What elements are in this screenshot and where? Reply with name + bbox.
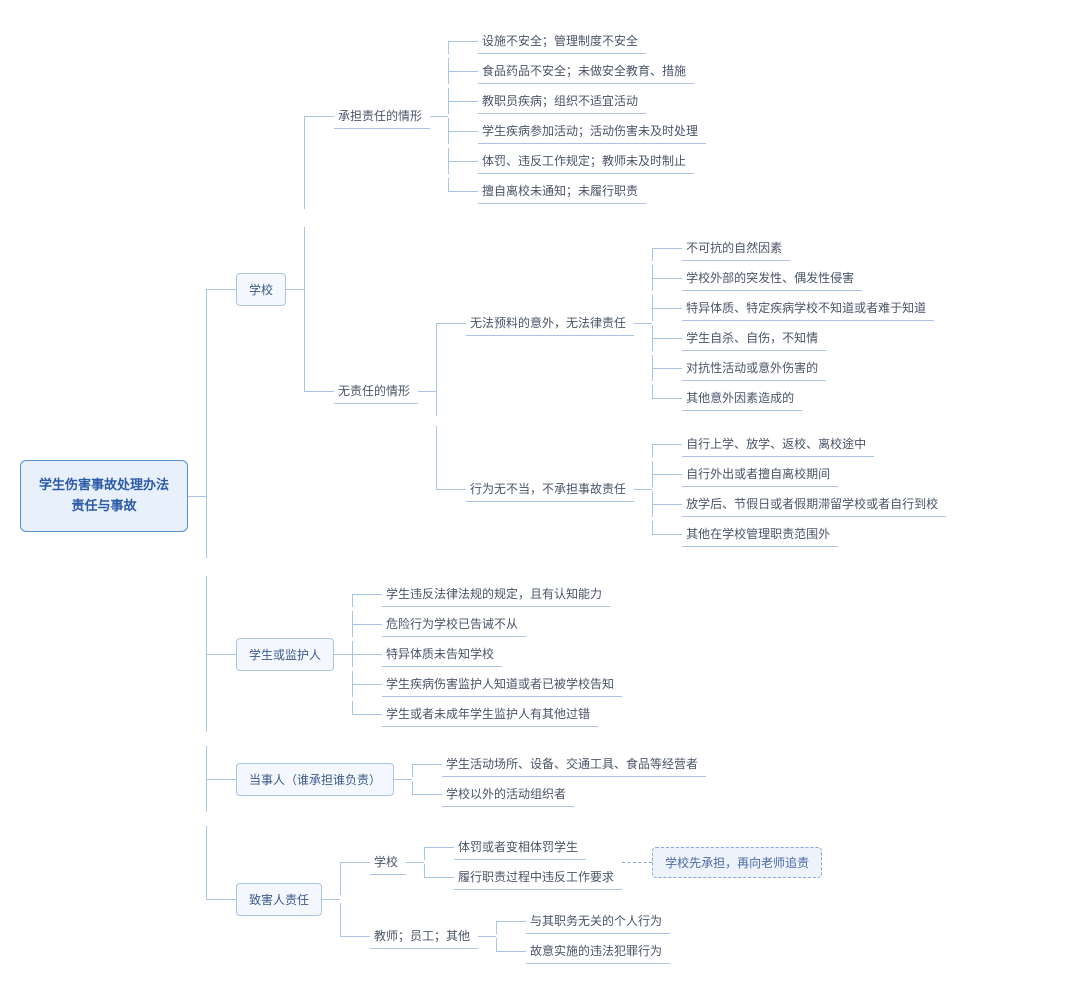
node-student-guardian[interactable]: 学生或监护人 xyxy=(236,638,334,671)
branch-unforeseen: 无法预料的意外，无法律责任 不可抗的自然因素 学校外部的突发性、偶发性侵害 特异… xyxy=(436,230,946,416)
leaf: 自行外出或者擅自离校期间 xyxy=(682,461,838,487)
connector xyxy=(188,496,206,497)
connector xyxy=(334,654,352,655)
leaf: 学校以外的活动组织者 xyxy=(442,781,574,807)
leaf: 不可抗的自然因素 xyxy=(682,235,790,261)
node-school[interactable]: 学校 xyxy=(236,273,286,306)
connector xyxy=(340,903,370,969)
note-connector xyxy=(622,862,652,863)
no-fault-leaves: 自行上学、放学、返校、离校途中 自行外出或者擅自离校期间 放学后、节假日或者假期… xyxy=(652,429,946,549)
node-t-school[interactable]: 学校 xyxy=(370,849,406,875)
unforeseen-leaves: 不可抗的自然因素 学校外部的突发性、偶发性侵害 特异体质、特定疾病学校不知道或者… xyxy=(652,233,934,413)
not-liable-sub: 无法预料的意外，无法律责任 不可抗的自然因素 学校外部的突发性、偶发性侵害 特异… xyxy=(436,230,946,552)
leaf: 学校外部的突发性、偶发性侵害 xyxy=(682,265,862,291)
leaf: 教职员疾病；组织不适宜活动 xyxy=(478,88,646,114)
node-t-teacher[interactable]: 教师；员工；其他 xyxy=(370,923,478,949)
branch-school: 学校 承担责任的情形 设施不安全；管理制度不安全 食品药品不安全；未做安全教育、… xyxy=(206,20,946,558)
branch-no-fault: 行为无不当，不承担事故责任 自行上学、放学、返校、离校途中 自行外出或者擅自离校… xyxy=(436,426,946,552)
leaf: 对抗性活动或意外伤害的 xyxy=(682,355,826,381)
leaf: 特异体质、特定疾病学校不知道或者难于知道 xyxy=(682,295,934,321)
branch-tortfeasor: 致害人责任 学校 体罚或者变相体罚学生 履行职责过程中违反工作要求 学校先承担，… xyxy=(206,826,946,972)
leaf: 故意实施的违法犯罪行为 xyxy=(526,938,670,964)
connector xyxy=(206,746,236,812)
note-box: 学校先承担，再向老师追责 xyxy=(652,847,822,878)
tortfeasor-sub: 学校 体罚或者变相体罚学生 履行职责过程中违反工作要求 学校先承担，再向老师追责… xyxy=(340,829,822,969)
leaf: 体罚、违反工作规定；教师未及时制止 xyxy=(478,148,694,174)
leaf: 学生活动场所、设备、交通工具、食品等经营者 xyxy=(442,751,706,777)
branch-t-school: 学校 体罚或者变相体罚学生 履行职责过程中违反工作要求 学校先承担，再向老师追责 xyxy=(340,829,822,895)
leaf: 与其职务无关的个人行为 xyxy=(526,908,670,934)
connector xyxy=(286,289,304,290)
leaf: 食品药品不安全；未做安全教育、措施 xyxy=(478,58,694,84)
connector xyxy=(206,20,236,558)
leaf: 体罚或者变相体罚学生 xyxy=(454,834,586,860)
student-leaves: 学生违反法律法规的规定，且有认知能力 危险行为学校已告诫不从 特异体质未告知学校… xyxy=(352,579,622,729)
node-liable[interactable]: 承担责任的情形 xyxy=(334,103,430,129)
connector xyxy=(322,899,340,900)
root-line2: 责任与事故 xyxy=(39,496,169,517)
leaf: 危险行为学校已告诫不从 xyxy=(382,611,526,637)
connector xyxy=(340,829,370,895)
leaf: 学生或者未成年学生监护人有其他过错 xyxy=(382,701,598,727)
leaf: 学生疾病伤害监护人知道或者已被学校告知 xyxy=(382,671,622,697)
t-teacher-leaves: 与其职务无关的个人行为 故意实施的违法犯罪行为 xyxy=(496,906,670,966)
connector xyxy=(436,426,466,552)
connector xyxy=(430,116,448,117)
connector xyxy=(634,489,652,490)
liable-leaves: 设施不安全；管理制度不安全 食品药品不安全；未做安全教育、措施 教职员疾病；组织… xyxy=(448,26,706,206)
branch-not-liable: 无责任的情形 无法预料的意外，无法律责任 不可抗的自然因素 学校外部的突发性、偶… xyxy=(304,227,946,555)
connector xyxy=(304,23,334,209)
leaf: 擅自离校未通知；未履行职责 xyxy=(478,178,646,204)
root-line1: 学生伤害事故处理办法 xyxy=(39,475,169,496)
level1-branches: 学校 承担责任的情形 设施不安全；管理制度不安全 食品药品不安全；未做安全教育、… xyxy=(206,20,946,972)
root-node[interactable]: 学生伤害事故处理办法 责任与事故 xyxy=(20,460,188,532)
node-unforeseen[interactable]: 无法预料的意外，无法律责任 xyxy=(466,310,634,336)
node-no-fault[interactable]: 行为无不当，不承担事故责任 xyxy=(466,476,634,502)
leaf: 设施不安全；管理制度不安全 xyxy=(478,28,646,54)
connector xyxy=(406,862,424,863)
connector xyxy=(394,779,412,780)
node-tortfeasor[interactable]: 致害人责任 xyxy=(236,883,322,916)
branch-student-guardian: 学生或监护人 学生违反法律法规的规定，且有认知能力 危险行为学校已告诫不从 特异… xyxy=(206,576,946,732)
leaf: 放学后、节假日或者假期滞留学校或者自行到校 xyxy=(682,491,946,517)
branch-party: 当事人（谁承担谁负责） 学生活动场所、设备、交通工具、食品等经营者 学校以外的活… xyxy=(206,746,946,812)
connector xyxy=(304,227,334,555)
party-leaves: 学生活动场所、设备、交通工具、食品等经营者 学校以外的活动组织者 xyxy=(412,749,706,809)
branch-t-teacher: 教师；员工；其他 与其职务无关的个人行为 故意实施的违法犯罪行为 xyxy=(340,903,822,969)
leaf: 学生自杀、自伤，不知情 xyxy=(682,325,826,351)
t-school-leaves: 体罚或者变相体罚学生 履行职责过程中违反工作要求 xyxy=(424,832,622,892)
leaf: 其他意外因素造成的 xyxy=(682,385,802,411)
leaf: 履行职责过程中违反工作要求 xyxy=(454,864,622,890)
branch-liable: 承担责任的情形 设施不安全；管理制度不安全 食品药品不安全；未做安全教育、措施 … xyxy=(304,23,946,209)
node-not-liable[interactable]: 无责任的情形 xyxy=(334,378,418,404)
connector xyxy=(436,230,466,416)
leaf: 学生违反法律法规的规定，且有认知能力 xyxy=(382,581,610,607)
leaf: 其他在学校管理职责范围外 xyxy=(682,521,838,547)
connector xyxy=(478,936,496,937)
connector xyxy=(206,576,236,732)
connector xyxy=(418,391,436,392)
connector xyxy=(634,323,652,324)
mindmap-root-container: 学生伤害事故处理办法 责任与事故 学校 承担责任的情形 设施不安全；管理制度不安… xyxy=(20,20,1060,972)
leaf: 学生疾病参加活动；活动伤害未及时处理 xyxy=(478,118,706,144)
node-party[interactable]: 当事人（谁承担谁负责） xyxy=(236,763,394,796)
leaf: 自行上学、放学、返校、离校途中 xyxy=(682,431,874,457)
leaf: 特异体质未告知学校 xyxy=(382,641,502,667)
connector xyxy=(206,826,236,972)
school-sub: 承担责任的情形 设施不安全；管理制度不安全 食品药品不安全；未做安全教育、措施 … xyxy=(304,23,946,555)
